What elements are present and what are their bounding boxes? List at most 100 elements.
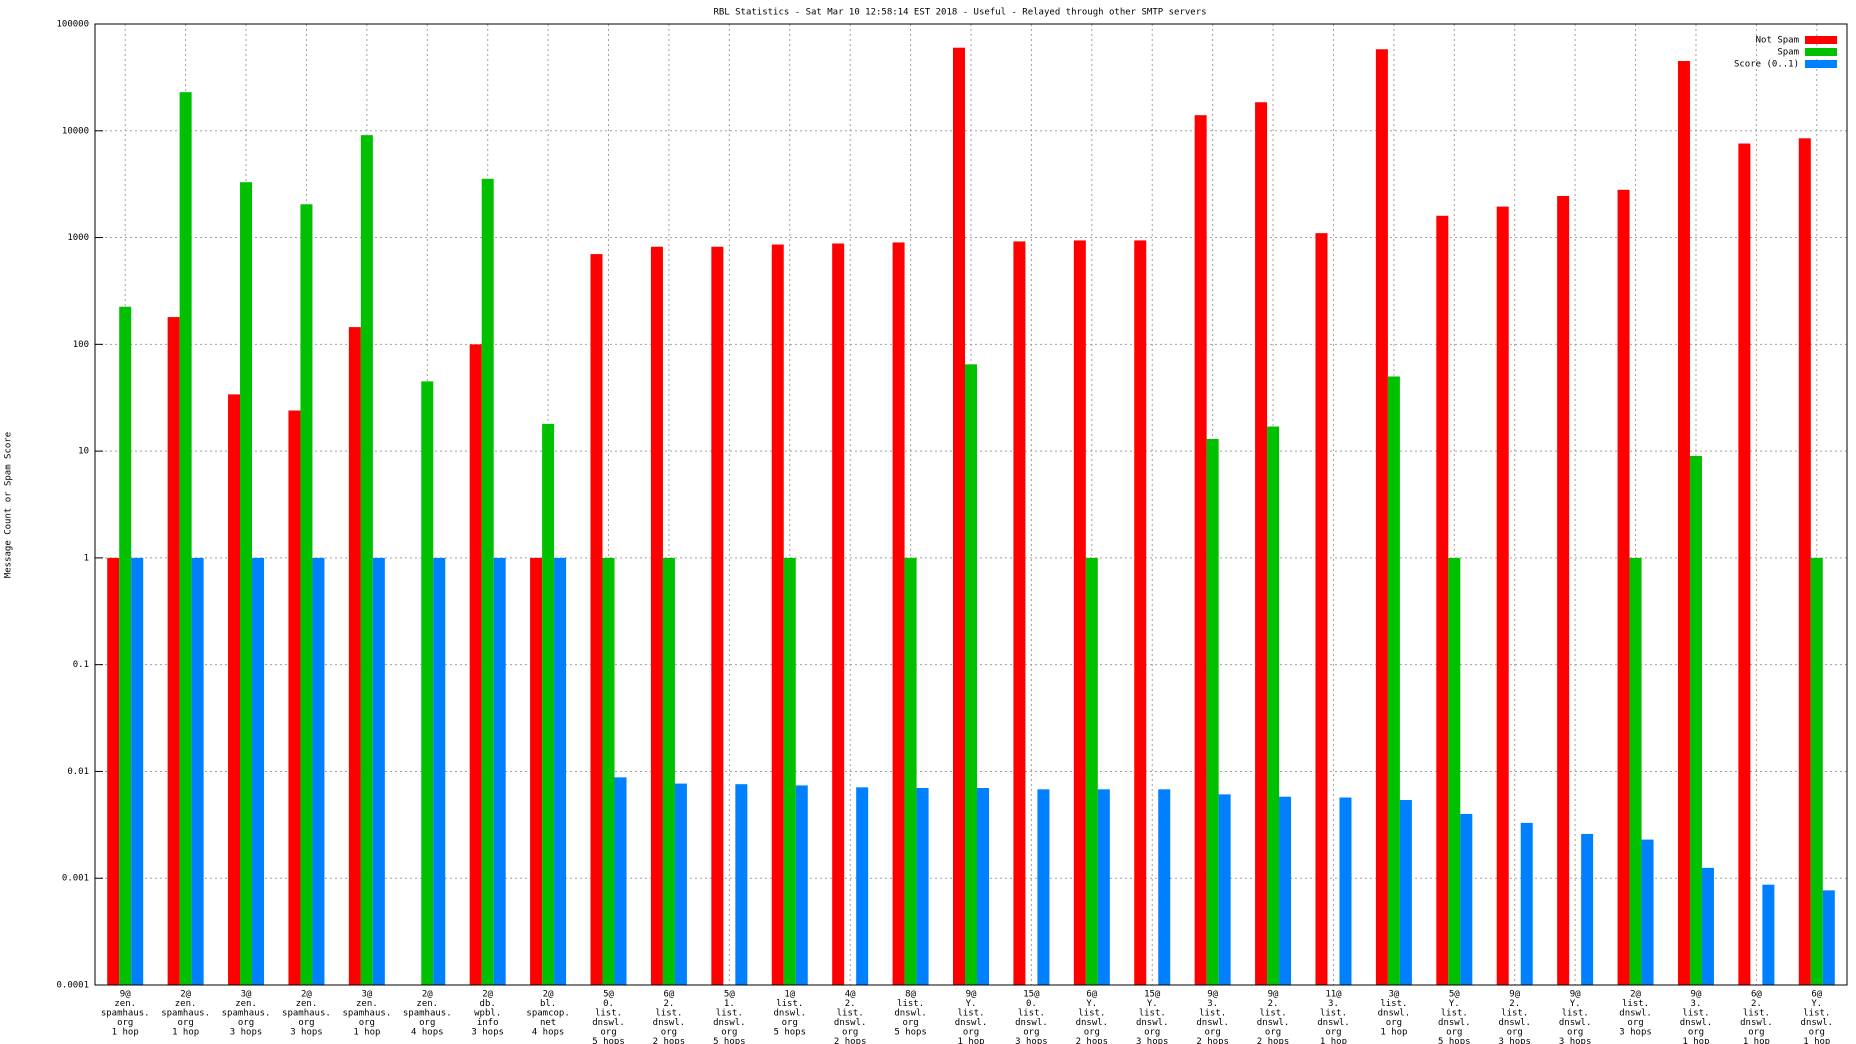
bar xyxy=(107,557,120,985)
bar xyxy=(530,557,543,985)
x-tick-label: 9@ xyxy=(1570,990,1581,1000)
bar xyxy=(1798,138,1811,985)
bar xyxy=(131,557,144,985)
x-tick-label: wpbl. xyxy=(474,1009,501,1019)
x-tick-label: 1 hop xyxy=(1682,1037,1709,1044)
bar xyxy=(965,364,977,985)
bar xyxy=(1822,890,1835,985)
x-tick-label: dnswl. xyxy=(653,1018,686,1028)
x-tick-label: 6@ xyxy=(1751,990,1762,1000)
x-tick-label: 3. xyxy=(1691,999,1702,1009)
x-tick-label: Y. xyxy=(1570,999,1581,1009)
x-tick-label: dnswl. xyxy=(592,1018,625,1028)
bar xyxy=(493,557,506,985)
bar xyxy=(1315,233,1328,985)
x-tick-label: list. xyxy=(1562,1009,1589,1019)
x-tick-label: net xyxy=(540,1018,556,1028)
x-tick-label: spamhaus. xyxy=(403,1009,452,1019)
plot-frame xyxy=(94,23,1848,986)
y-tick-label: 0.0001 xyxy=(56,981,89,991)
x-tick-label: list. xyxy=(1199,1009,1226,1019)
x-tick-label: org xyxy=(298,1018,314,1028)
bar xyxy=(1085,557,1098,985)
x-tick-label: 3. xyxy=(1207,999,1218,1009)
y-tick-label: 10 xyxy=(78,447,89,457)
x-tick-label: 2 hops xyxy=(1196,1037,1229,1044)
bar xyxy=(650,246,663,986)
x-tick-label: 9@ xyxy=(966,990,977,1000)
x-tick-label: dnswl. xyxy=(894,1009,927,1019)
bar xyxy=(288,410,301,985)
x-tick-label: org xyxy=(600,1028,616,1038)
x-tick-label: 1 hop xyxy=(1803,1037,1830,1044)
bar xyxy=(590,254,603,985)
bar xyxy=(1701,867,1714,985)
x-tick-label: 3 hops xyxy=(1498,1037,1531,1044)
x-tick-label: org xyxy=(419,1018,435,1028)
x-tick-label: dnswl. xyxy=(1619,1009,1652,1019)
x-tick-label: dnswl. xyxy=(955,1018,988,1028)
bar xyxy=(1206,438,1219,986)
x-tick-label: org xyxy=(1627,1018,1643,1028)
x-tick-label: 2. xyxy=(664,999,675,1009)
x-tick-label: org xyxy=(842,1028,858,1038)
x-tick-label: org xyxy=(661,1028,677,1038)
x-tick-label: dnswl. xyxy=(1438,1018,1471,1028)
x-tick-label: spamcop. xyxy=(526,1009,569,1019)
bar xyxy=(1218,794,1231,985)
x-tick-label: 1 hop xyxy=(1743,1037,1770,1044)
x-tick-label: 4@ xyxy=(845,990,856,1000)
bar xyxy=(662,557,675,985)
x-tick-label: 8@ xyxy=(905,990,916,1000)
legend-label: Spam xyxy=(1777,48,1799,58)
x-tick-label: 3. xyxy=(1328,999,1339,1009)
y-tick-label: 100 xyxy=(73,340,89,350)
x-tick-label: 3 hops xyxy=(1015,1037,1048,1044)
legend-swatch xyxy=(1805,48,1837,56)
x-tick-label: 2 hops xyxy=(653,1037,686,1044)
x-tick-label: 3 hops xyxy=(230,1028,263,1038)
x-tick-label: list. xyxy=(1622,999,1649,1009)
x-tick-label: 1@ xyxy=(784,990,795,1000)
x-tick-label: Y. xyxy=(1147,999,1158,1009)
bar xyxy=(904,557,917,985)
legend-swatch xyxy=(1805,36,1837,44)
x-tick-label: dnswl. xyxy=(713,1018,746,1028)
x-tick-label: org xyxy=(359,1018,375,1028)
x-tick-label: org xyxy=(1205,1028,1221,1038)
x-tick-label: 2. xyxy=(1751,999,1762,1009)
x-tick-label: zen. xyxy=(235,999,257,1009)
bar xyxy=(856,787,869,985)
x-tick-label: 1 hop xyxy=(112,1028,139,1038)
x-tick-label: org xyxy=(1446,1028,1462,1038)
x-tick-label: org xyxy=(902,1018,918,1028)
y-tick-label: 10000 xyxy=(62,126,89,136)
x-tick-label: 0. xyxy=(603,999,614,1009)
bar xyxy=(1097,789,1110,985)
x-tick-label: 1 hop xyxy=(172,1028,199,1038)
x-tick-label: list. xyxy=(655,1009,682,1019)
bar xyxy=(1689,455,1702,985)
x-tick-label: 2@ xyxy=(1630,990,1641,1000)
y-tick-label: 100000 xyxy=(56,20,89,30)
x-tick-label: org xyxy=(1507,1028,1523,1038)
x-tick-label: org xyxy=(1567,1028,1583,1038)
x-tick-label: dnswl. xyxy=(1076,1018,1109,1028)
x-tick-label: 2@ xyxy=(482,990,493,1000)
x-tick-label: list. xyxy=(1018,1009,1045,1019)
y-tick-label: 1000 xyxy=(67,233,89,243)
x-tick-label: 6@ xyxy=(1086,990,1097,1000)
x-tick-label: 2@ xyxy=(543,990,554,1000)
bar xyxy=(469,344,482,985)
bar xyxy=(119,306,132,986)
x-tick-label: 5 hops xyxy=(1438,1037,1471,1044)
x-tick-label: 1 hop xyxy=(1380,1028,1407,1038)
x-tick-label: org xyxy=(1325,1028,1341,1038)
x-tick-label: 11@ xyxy=(1325,990,1342,1000)
x-tick-label: 2@ xyxy=(422,990,433,1000)
bar xyxy=(1436,215,1449,985)
x-tick-label: dnswl. xyxy=(1015,1018,1048,1028)
x-tick-label: 1 hop xyxy=(1320,1037,1347,1044)
x-tick-label: dnswl. xyxy=(1257,1018,1290,1028)
